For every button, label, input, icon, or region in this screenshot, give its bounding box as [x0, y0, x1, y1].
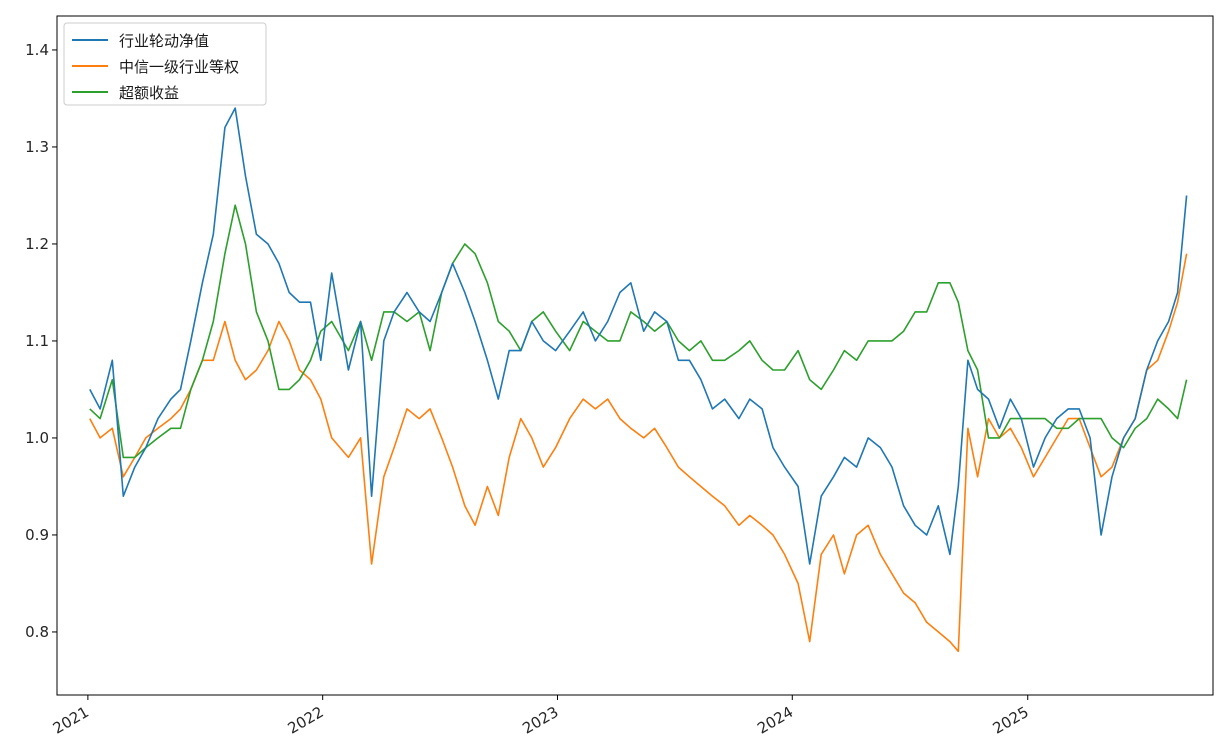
legend-box	[63, 22, 267, 106]
y-axis: 0.8 0.9 1.0 1.1 1.2 1.3 1.4	[25, 41, 57, 641]
y-tick-label: 0.9	[25, 526, 49, 544]
series-layer	[89, 107, 1188, 653]
x-tick-label: 2022	[285, 703, 327, 738]
y-tick-label: 1.4	[25, 41, 49, 59]
y-tick-label: 1.0	[25, 429, 49, 447]
y-tick-label: 1.2	[25, 235, 49, 253]
x-axis: 2021 2022 2023 2024 2025	[50, 695, 1032, 738]
x-tick-label: 2021	[50, 703, 92, 738]
y-tick-label: 1.1	[25, 332, 49, 350]
series-line-1	[89, 253, 1188, 653]
x-tick-label: 2023	[519, 703, 561, 738]
series-line-0	[89, 107, 1188, 565]
x-tick-label: 2025	[990, 703, 1032, 738]
x-tick-label: 2024	[754, 703, 796, 738]
plot-frame	[56, 15, 1214, 696]
y-tick-label: 0.8	[25, 623, 49, 641]
legend-label: 超额收益	[119, 84, 179, 102]
series-line-2	[89, 204, 1188, 459]
y-tick-label: 1.3	[25, 138, 49, 156]
plot-area	[57, 16, 1213, 695]
legend-label: 中信一级行业等权	[119, 58, 239, 76]
legend-label: 行业轮动净值	[119, 32, 209, 50]
